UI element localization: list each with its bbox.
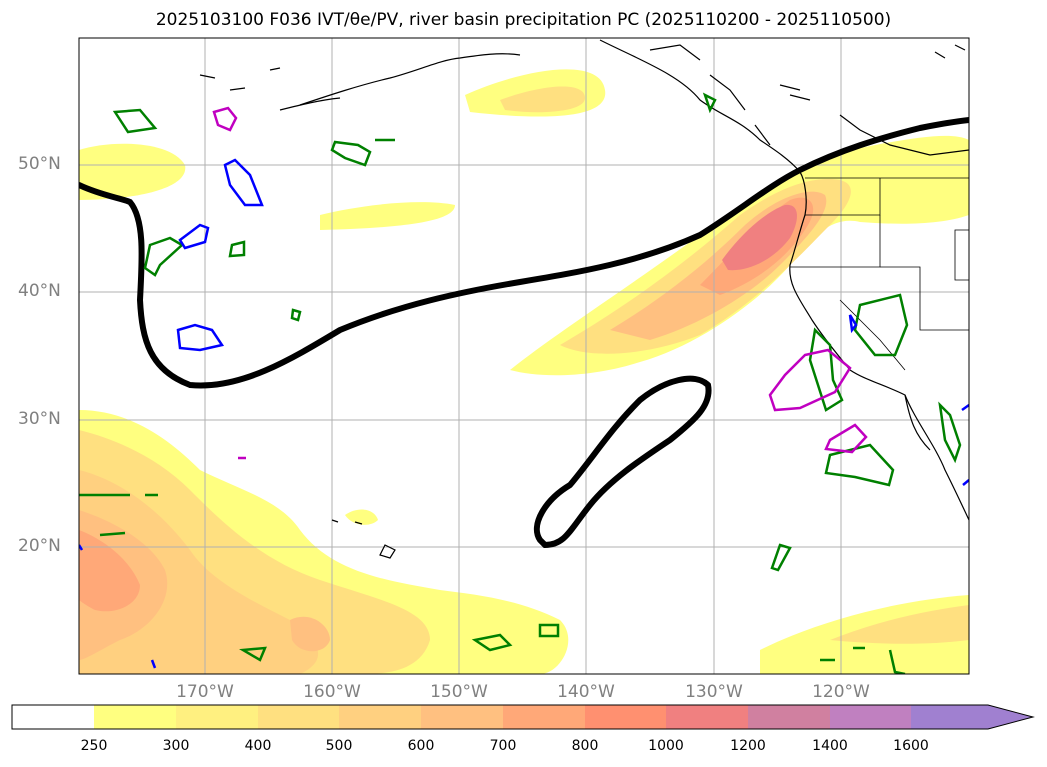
lat-label-50n: 50°N [18, 154, 61, 174]
ivt-shading [79, 69, 969, 674]
map-plot-area [79, 38, 969, 674]
colorbar-swatch-800 [585, 705, 666, 729]
colorbar-outline [11, 704, 1035, 730]
colorbar-swatch-below-250 [12, 705, 94, 729]
colorbar-swatch-1600-extend [911, 705, 1033, 729]
colorbar-swatch-1400 [830, 705, 911, 729]
jet-contour-closed [533, 375, 712, 549]
colorbar-swatch-1000 [666, 705, 748, 729]
colorbar-label-1000: 1000 [648, 738, 684, 754]
jet-contours [79, 117, 969, 549]
map-title: 2025103100 F036 IVT/θe/PV, river basin p… [155, 10, 892, 30]
colorbar-swatch-1200 [748, 705, 830, 729]
colorbar-label-1200: 1200 [730, 738, 766, 754]
colorbar-swatch-500 [339, 705, 421, 729]
colorbar-label-1600: 1600 [893, 738, 929, 754]
lat-label-30n: 30°N [18, 409, 61, 429]
colorbar-label-400: 400 [244, 738, 272, 754]
colorbar [11, 704, 1035, 730]
colorbar-swatch-250 [94, 705, 176, 729]
pv-contours-green [79, 92, 962, 674]
lon-label-140w: 140°W [557, 682, 615, 702]
lon-label-160w: 160°W [303, 682, 361, 702]
colorbar-swatch-700 [503, 705, 585, 729]
colorbar-swatch-600 [421, 705, 503, 729]
lon-label-150w: 150°W [430, 682, 488, 702]
colorbar-label-250: 250 [80, 738, 108, 754]
pv-contours-magenta [212, 106, 868, 460]
map-frame [78, 37, 970, 675]
colorbar-label-300: 300 [162, 738, 190, 754]
jet-contour-main [79, 117, 969, 389]
lat-label-40n: 40°N [18, 281, 61, 301]
lon-label-170w: 170°W [176, 682, 234, 702]
state-borders [790, 177, 969, 371]
lon-label-130w: 130°W [685, 682, 743, 702]
colorbar-label-1400: 1400 [812, 738, 848, 754]
colorbar-swatch-400 [258, 705, 339, 729]
colorbar-label-800: 800 [571, 738, 599, 754]
lat-label-20n: 20°N [18, 536, 61, 556]
colorbar-swatch-300 [176, 705, 258, 729]
colorbar-label-600: 600 [407, 738, 435, 754]
lon-label-120w: 120°W [812, 682, 870, 702]
map-grid [79, 38, 969, 674]
colorbar-label-500: 500 [325, 738, 353, 754]
colorbar-label-700: 700 [489, 738, 517, 754]
coastlines [199, 39, 969, 559]
